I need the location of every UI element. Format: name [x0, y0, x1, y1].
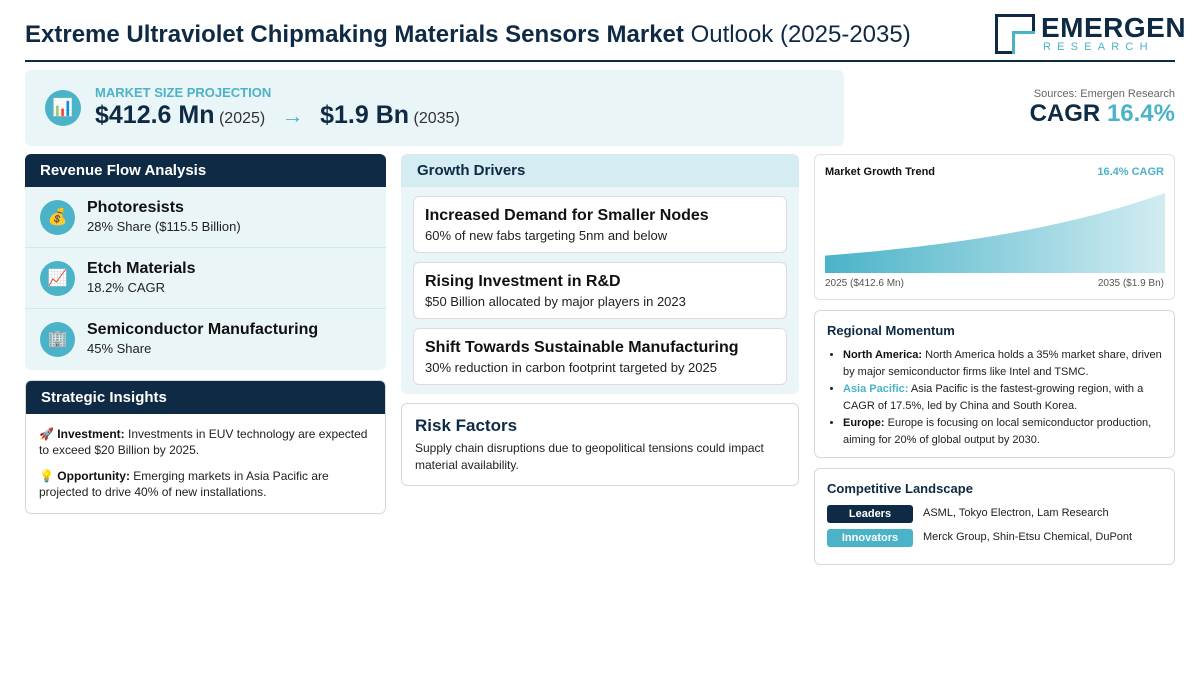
region-text: Asia Pacific is the fastest-growing regi…	[843, 383, 1144, 412]
revenue-item-name: Semiconductor Manufacturing	[87, 321, 319, 338]
insight-item: 🚀 Investment: Investments in EUV technol…	[39, 426, 372, 458]
driver-detail: 60% of new fabs targeting 5nm and below	[425, 228, 668, 243]
insight-text: Investments in EUV technology are expect…	[39, 427, 368, 457]
driver-detail: 30% reduction in carbon footprint target…	[425, 360, 717, 375]
page-header: Extreme Ultraviolet Chipmaking Materials…	[25, 12, 1186, 62]
arrow-right-icon: →	[281, 103, 304, 128]
competitor-row: Innovators Merck Group, Shin-Etsu Chemic…	[827, 529, 1167, 547]
strategic-insights-panel: Strategic Insights 🚀 Investment: Investm…	[25, 380, 386, 514]
driver-card: Shift Towards Sustainable Manufacturing …	[413, 328, 787, 385]
market-growth-trend-panel: Market Growth Trend 16.4% CAGR 2025 ($41…	[814, 154, 1175, 300]
revenue-item: 💰 Photoresists 28% Share ($115.5 Billion…	[25, 187, 386, 248]
competitor-list: ASML, Tokyo Electron, Lam Research	[923, 507, 1109, 519]
trend-end-label: 2035 ($1.9 Bn)	[1097, 278, 1164, 289]
projection-values: $412.6 Mn (2025) → $1.9 Bn (2035)	[95, 101, 460, 130]
trend-area-chart	[825, 193, 1165, 273]
page-title-main: Extreme Ultraviolet Chipmaking Materials…	[25, 21, 684, 48]
risk-factors-panel: Risk Factors Supply chain disruptions du…	[401, 403, 799, 486]
projection-start-value: $412.6 Mn	[95, 101, 215, 129]
driver-title: Increased Demand for Smaller Nodes	[425, 207, 709, 224]
competitive-landscape-title: Competitive Landscape	[827, 481, 973, 496]
revenue-item: 🏢 Semiconductor Manufacturing 45% Share	[25, 309, 386, 370]
innovators-badge: Innovators	[827, 529, 913, 547]
cagr-summary: CAGR 16.4%	[1030, 100, 1175, 128]
competitive-landscape-panel: Competitive Landscape Leaders ASML, Toky…	[814, 468, 1175, 565]
region-text: Europe is focusing on local semiconducto…	[843, 417, 1152, 446]
driver-detail: $50 Billion allocated by major players i…	[425, 294, 686, 309]
region-name: North America:	[843, 349, 923, 361]
insight-label: Investment:	[57, 427, 125, 441]
revenue-flow-panel: Revenue Flow Analysis 💰 Photoresists 28%…	[25, 154, 386, 370]
region-name: Asia Pacific:	[843, 383, 909, 395]
market-size-projection: 📊 MARKET SIZE PROJECTION $412.6 Mn (2025…	[25, 70, 844, 146]
revenue-item-detail: 18.2% CAGR	[87, 280, 166, 295]
projection-end-year: (2035)	[413, 110, 460, 127]
rocket-icon: 🚀	[39, 427, 54, 441]
region-text: North America holds a 35% market share, …	[843, 349, 1162, 378]
region-item: Europe: Europe is focusing on local semi…	[843, 415, 1167, 449]
regional-momentum-panel: Regional Momentum North America: North A…	[814, 310, 1175, 458]
region-item: Asia Pacific: Asia Pacific is the fastes…	[843, 381, 1167, 415]
region-item: North America: North America holds a 35%…	[843, 347, 1167, 381]
projection-start-year: (2025)	[218, 110, 266, 127]
page-title: Extreme Ultraviolet Chipmaking Materials…	[25, 21, 911, 49]
region-list: North America: North America holds a 35%…	[827, 347, 1167, 449]
driver-card: Increased Demand for Smaller Nodes 60% o…	[413, 196, 787, 253]
revenue-flow-title: Revenue Flow Analysis	[25, 154, 386, 187]
driver-card: Rising Investment in R&D $50 Billion all…	[413, 262, 787, 319]
insight-text: Emerging markets in Asia Pacific are pro…	[39, 469, 329, 499]
leaders-badge: Leaders	[827, 505, 913, 523]
revenue-item-detail: 28% Share ($115.5 Billion)	[87, 219, 241, 234]
risk-factors-title: Risk Factors	[415, 416, 518, 435]
trend-cagr: 16.4% CAGR	[1097, 166, 1164, 178]
competitor-row: Leaders ASML, Tokyo Electron, Lam Resear…	[827, 505, 1167, 523]
growth-drivers-panel: Growth Drivers Increased Demand for Smal…	[401, 154, 799, 394]
cagr-value: 16.4%	[1106, 100, 1175, 127]
revenue-item: 📈 Etch Materials 18.2% CAGR	[25, 248, 386, 309]
driver-title: Rising Investment in R&D	[425, 273, 621, 290]
revenue-item-name: Etch Materials	[87, 260, 196, 277]
region-name: Europe:	[843, 417, 885, 429]
bar-chart-icon: 📊	[45, 90, 81, 126]
trend-start-label: 2025 ($412.6 Mn)	[825, 278, 904, 289]
building-icon: 🏢	[40, 322, 75, 357]
insight-item: 💡 Opportunity: Emerging markets in Asia …	[39, 468, 372, 500]
regional-momentum-title: Regional Momentum	[827, 323, 955, 338]
revenue-item-name: Photoresists	[87, 199, 184, 216]
growth-drivers-title: Growth Drivers	[401, 154, 799, 187]
trend-up-icon: 📈	[40, 261, 75, 296]
money-bag-icon: 💰	[40, 200, 75, 235]
projection-label: MARKET SIZE PROJECTION	[95, 85, 272, 100]
driver-title: Shift Towards Sustainable Manufacturing	[425, 339, 739, 356]
competitor-list: Merck Group, Shin-Etsu Chemical, DuPont	[923, 531, 1133, 543]
page-title-suffix: Outlook (2025-2035)	[690, 21, 911, 48]
logo-mark-icon	[995, 14, 1035, 54]
sources-note: Sources: Emergen Research	[1033, 88, 1175, 100]
trend-area	[825, 193, 1165, 273]
lightbulb-icon: 💡	[39, 469, 54, 483]
emergen-logo: EMERGEN RESEARCH	[995, 14, 1186, 56]
revenue-item-detail: 45% Share	[87, 341, 152, 356]
strategic-insights-title: Strategic Insights	[26, 381, 385, 414]
risk-factors-text: Supply chain disruptions due to geopolit…	[415, 441, 764, 472]
logo-subtitle: RESEARCH	[1043, 41, 1154, 53]
projection-end-value: $1.9 Bn	[320, 101, 410, 129]
strategic-insights-body: 🚀 Investment: Investments in EUV technol…	[26, 414, 385, 500]
cagr-label: CAGR	[1029, 100, 1101, 127]
logo-name: EMERGEN	[1041, 12, 1187, 43]
trend-title: Market Growth Trend	[825, 166, 936, 178]
insight-label: Opportunity:	[57, 469, 130, 483]
